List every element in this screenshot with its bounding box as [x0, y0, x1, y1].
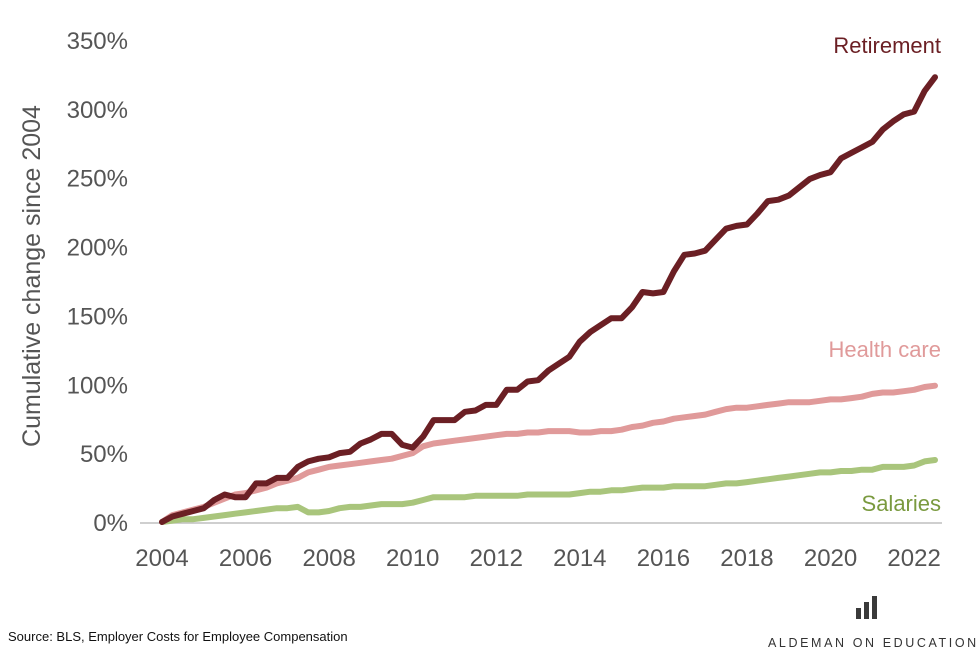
series-label-health-care: Health care [828, 337, 941, 362]
series-label-salaries: Salaries [862, 491, 941, 516]
x-tick-label: 2022 [887, 545, 940, 572]
y-axis-label: Cumulative change since 2004 [18, 105, 46, 447]
x-axis-ticks: 2004 2006 2008 2010 2012 2014 2016 2018 2020 2022 [135, 545, 940, 572]
bar-chart-logo-icon [856, 596, 877, 619]
y-tick-label: 350% [67, 28, 128, 55]
x-tick-label: 2016 [637, 545, 690, 572]
series-line-health-care [159, 382, 938, 525]
series-labels: Retirement Health care Salaries [828, 33, 941, 516]
x-tick-label: 2006 [219, 545, 272, 572]
logo-bar-1 [856, 608, 861, 619]
y-tick-label: 100% [67, 372, 128, 399]
y-tick-label: 200% [67, 235, 128, 262]
x-tick-label: 2008 [302, 545, 355, 572]
y-tick-label: 250% [67, 166, 128, 193]
y-tick-label: 0% [93, 510, 128, 537]
series-lines [159, 74, 938, 525]
x-tick-label: 2004 [135, 545, 188, 572]
y-tick-label: 50% [80, 441, 128, 468]
source-note: Source: BLS, Employer Costs for Employee… [8, 629, 348, 644]
y-axis-ticks: 0% 50% 100% 150% 200% 250% 300% 350% [67, 28, 128, 537]
brand-name: ALDEMAN ON EDUCATION [768, 636, 977, 650]
line-chart: 0%50%100%150%200%250%300%350% 2004 2006 20… [18, 28, 942, 572]
series-label-retirement: Retirement [833, 33, 941, 58]
y-tick-label: 150% [67, 303, 128, 330]
logo-bar-2 [864, 602, 869, 619]
x-tick-label: 2018 [720, 545, 773, 572]
x-tick-label: 2020 [804, 545, 857, 572]
x-tick-label: 2012 [470, 545, 523, 572]
x-tick-label: 2010 [386, 545, 439, 572]
logo-bar-3 [872, 596, 877, 619]
x-tick-label: 2014 [553, 545, 606, 572]
y-tick-label: 300% [67, 97, 128, 124]
series-line-retirement [159, 74, 938, 525]
series-line-salaries [159, 457, 938, 525]
